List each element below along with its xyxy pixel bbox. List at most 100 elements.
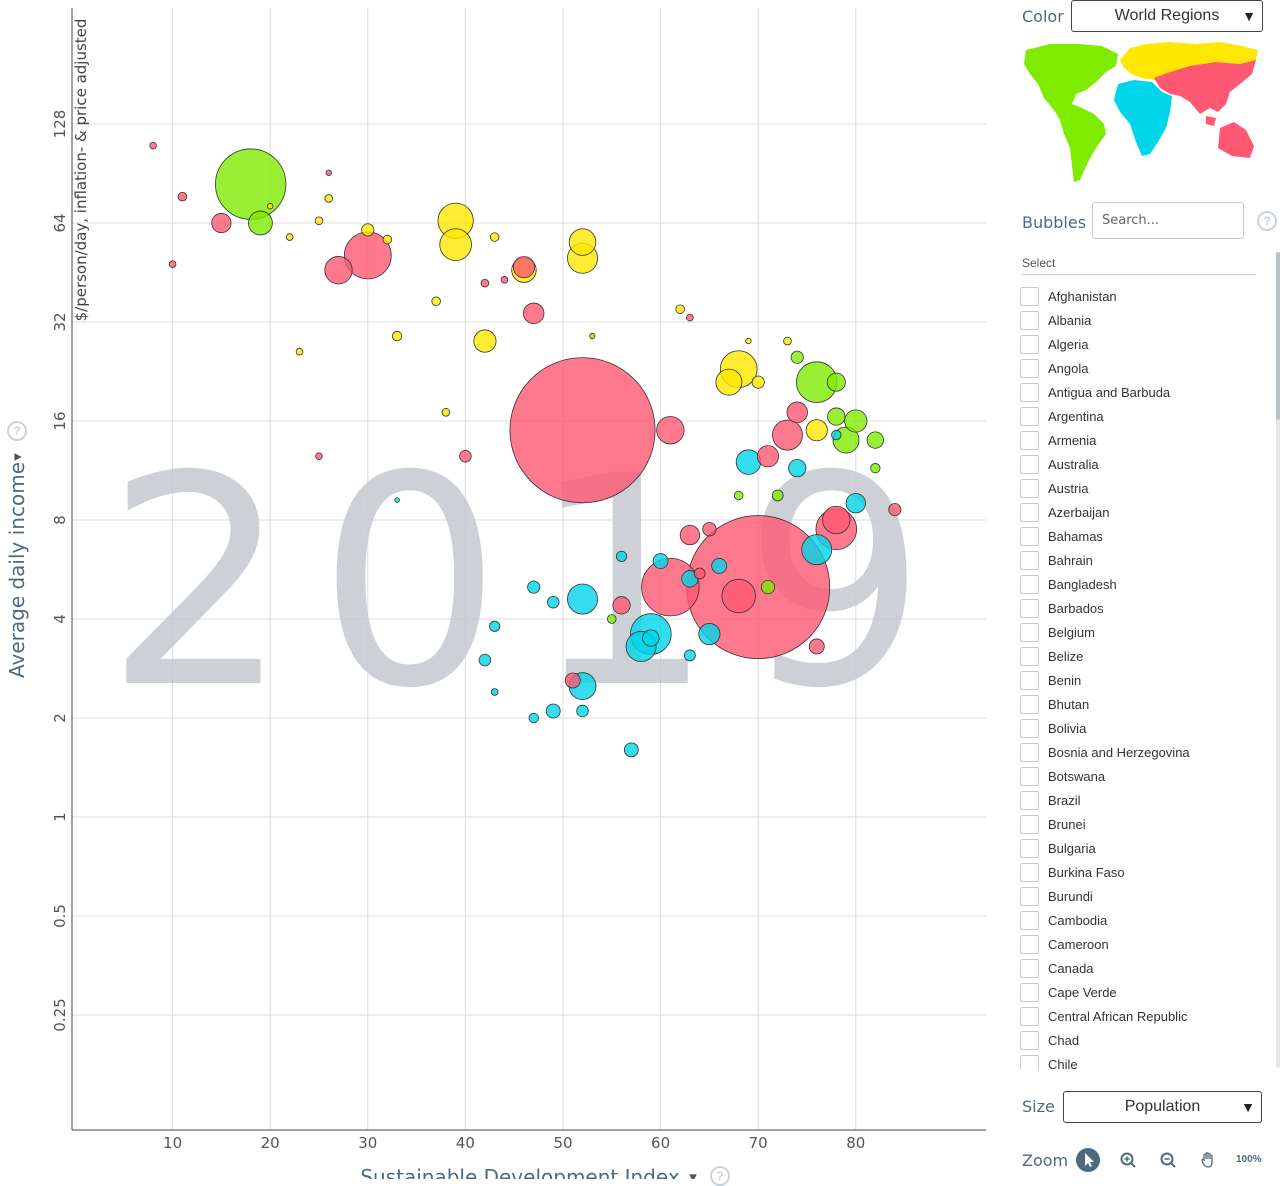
bubble-europe[interactable] [285, 233, 294, 241]
bubble-africa[interactable] [547, 595, 560, 609]
x-axis-help-icon[interactable]: ? [710, 1166, 730, 1186]
bubble-americas[interactable] [870, 463, 881, 474]
bubble-americas[interactable] [733, 490, 744, 501]
bubble-europe[interactable] [715, 368, 743, 396]
bubble-asia[interactable] [324, 256, 353, 285]
bubble-europe[interactable] [267, 203, 274, 210]
country-checkbox[interactable] [1020, 454, 1039, 474]
bubble-africa[interactable] [490, 688, 499, 696]
bubble-europe[interactable] [751, 375, 765, 389]
bubble-americas[interactable] [826, 372, 846, 392]
bubble-africa[interactable] [698, 623, 721, 646]
country-checkbox[interactable] [1020, 598, 1039, 618]
bubble-africa[interactable] [831, 429, 842, 441]
country-item[interactable]: Cameroon [1020, 932, 1270, 956]
country-item[interactable]: Canada [1020, 956, 1270, 980]
bubble-africa[interactable] [711, 558, 728, 574]
bubble-africa[interactable] [801, 534, 833, 566]
bubble-asia[interactable] [822, 505, 851, 535]
country-item[interactable]: Armenia [1020, 428, 1270, 452]
country-item[interactable]: Burundi [1020, 884, 1270, 908]
country-checkbox[interactable] [1020, 574, 1039, 594]
country-item[interactable]: Benin [1020, 668, 1270, 692]
bubble-africa[interactable] [616, 550, 628, 562]
bubble-africa[interactable] [394, 497, 400, 503]
bubble-europe[interactable] [431, 296, 441, 307]
bubble-americas[interactable] [844, 409, 868, 433]
bubble-asia[interactable] [721, 578, 756, 614]
bubble-europe[interactable] [568, 228, 597, 256]
country-checkbox[interactable] [1020, 934, 1039, 954]
bubble-asia[interactable] [656, 416, 685, 445]
zoom-reset-button[interactable]: 100% [1236, 1148, 1262, 1172]
bubble-africa[interactable] [478, 653, 492, 667]
country-item[interactable]: Bangladesh [1020, 572, 1270, 596]
bubble-africa[interactable] [623, 742, 639, 758]
country-item[interactable]: Burkina Faso [1020, 860, 1270, 884]
size-select[interactable]: Population ▼ [1063, 1091, 1262, 1123]
country-checkbox[interactable] [1020, 622, 1039, 642]
country-item[interactable]: Barbados [1020, 596, 1270, 620]
country-item[interactable]: Albania [1020, 308, 1270, 332]
search-input[interactable] [1092, 202, 1244, 239]
bubble-asia[interactable] [459, 450, 472, 463]
bubble-europe[interactable] [473, 329, 497, 353]
country-item[interactable]: Austria [1020, 476, 1270, 500]
bubble-europe[interactable] [295, 347, 304, 356]
bubble-asia[interactable] [564, 672, 581, 689]
bubble-americas[interactable] [215, 148, 287, 220]
bubble-europe[interactable] [314, 216, 324, 226]
bubble-europe[interactable] [489, 232, 500, 242]
bubble-africa[interactable] [567, 583, 598, 615]
bubble-europe[interactable] [441, 408, 451, 417]
country-item[interactable]: Azerbaijan [1020, 500, 1270, 524]
bubble-europe[interactable] [805, 419, 828, 442]
bubble-asia[interactable] [315, 452, 323, 461]
bubble-asia[interactable] [512, 256, 535, 279]
color-select[interactable]: World Regions ▼ [1071, 0, 1263, 32]
country-checkbox[interactable] [1020, 286, 1039, 306]
bubble-americas[interactable] [760, 580, 776, 595]
country-item[interactable]: Cambodia [1020, 908, 1270, 932]
country-item[interactable]: Chile [1020, 1052, 1270, 1070]
country-checkbox[interactable] [1020, 1006, 1039, 1026]
bubble-africa[interactable] [642, 629, 660, 647]
bubbles-help-icon[interactable]: ? [1257, 211, 1277, 231]
bubble-europe[interactable] [675, 304, 685, 314]
country-checkbox[interactable] [1020, 550, 1039, 570]
bubble-asia[interactable] [808, 638, 825, 655]
country-item[interactable]: Belgium [1020, 620, 1270, 644]
country-checkbox[interactable] [1020, 310, 1039, 330]
country-item[interactable]: Algeria [1020, 332, 1270, 356]
bubble-africa[interactable] [545, 703, 561, 719]
bubble-europe[interactable] [745, 337, 752, 345]
country-checkbox[interactable] [1020, 694, 1039, 714]
country-checkbox[interactable] [1020, 814, 1039, 834]
country-item[interactable]: Antigua and Barbuda [1020, 380, 1270, 404]
country-checkbox[interactable] [1020, 982, 1039, 1002]
cursor-icon[interactable] [1076, 1148, 1100, 1172]
zoom-in-icon[interactable] [1116, 1148, 1140, 1172]
country-item[interactable]: Bahamas [1020, 524, 1270, 548]
country-item[interactable]: Belize [1020, 644, 1270, 668]
bubble-asia[interactable] [211, 212, 232, 234]
country-checkbox[interactable] [1020, 358, 1039, 378]
country-checkbox[interactable] [1020, 958, 1039, 978]
country-checkbox[interactable] [1020, 406, 1039, 426]
bubble-europe[interactable] [324, 194, 334, 203]
country-item[interactable]: Afghanistan [1020, 284, 1270, 308]
bubble-americas[interactable] [866, 431, 884, 449]
bubble-americas[interactable] [790, 350, 804, 364]
map-region-africa[interactable] [1114, 80, 1172, 156]
bubble-asia[interactable] [786, 401, 808, 424]
bubble-asia[interactable] [177, 191, 188, 202]
country-checkbox[interactable] [1020, 334, 1039, 354]
country-item[interactable]: Bosnia and Herzegovina [1020, 740, 1270, 764]
country-item[interactable]: Chad [1020, 1028, 1270, 1052]
country-checkbox[interactable] [1020, 1030, 1039, 1050]
bubble-asia[interactable] [523, 302, 545, 325]
country-item[interactable]: Bulgaria [1020, 836, 1270, 860]
bubble-europe[interactable] [439, 228, 472, 261]
country-item[interactable]: Cape Verde [1020, 980, 1270, 1004]
bubble-americas[interactable] [248, 210, 273, 236]
